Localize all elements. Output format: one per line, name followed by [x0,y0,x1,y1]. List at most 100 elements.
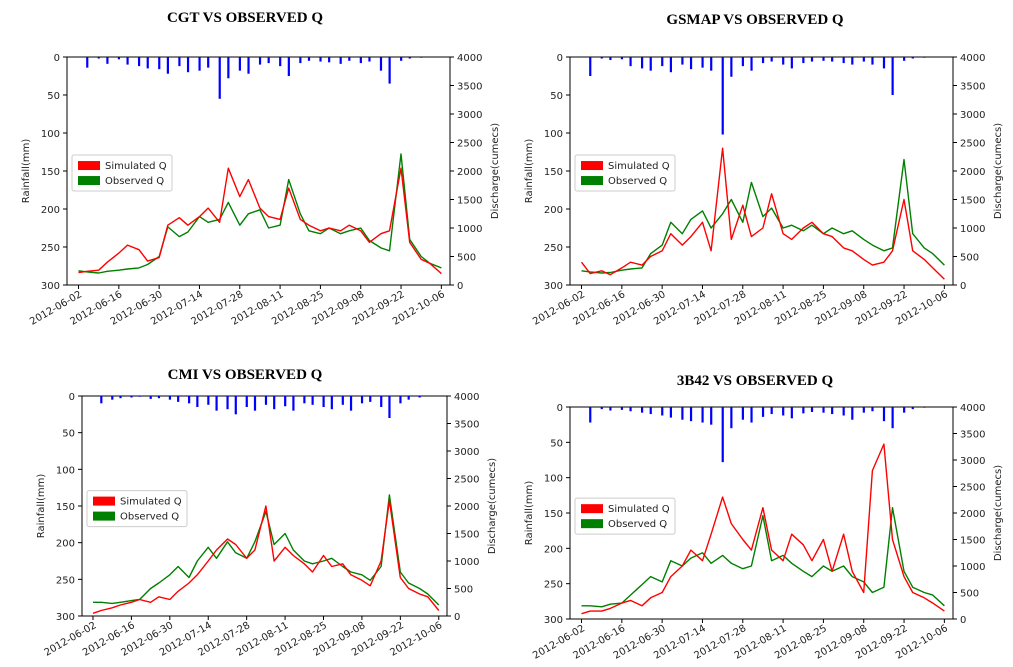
rainfall-bar [287,57,290,76]
rainfall-bar [299,57,302,64]
rainfall-bar [117,57,121,60]
chart-title: CMI VS OBSERVED Q [167,367,323,383]
rainfall-bar [168,396,172,400]
rainfall-bar [388,396,391,418]
rainfall-bar [379,57,383,71]
rainfall-bar [106,57,109,64]
rainfall-bar [86,57,89,68]
rainfall-bar [227,57,230,79]
rainfall-bar [264,396,268,405]
y-axis-label: Rainfall(mm) [21,139,32,204]
y-right-tick-label: 4000 [457,53,482,64]
rainfall-bar [157,396,161,399]
rainfall-bar [238,57,241,71]
y-right-tick-label: 500 [960,253,979,264]
rainfall-bar [360,396,364,404]
legend-swatch-observed [93,511,115,521]
rainfall-bar [303,396,306,404]
rainfall-bar [234,396,237,415]
y-right-tick-label: 1500 [454,530,479,541]
y-axis-label: Rainfall(mm) [524,481,535,546]
y-right-tick-label: 2500 [457,139,482,150]
y-axis-label: Rainfall(mm) [524,139,535,204]
legend-label-simulated: Simulated Q [105,161,167,172]
rainfall-bar [802,57,805,64]
rainfall-bar [770,57,773,62]
y-right-tick-label: 3000 [960,456,985,467]
y-left-tick-label: 150 [544,509,563,520]
rainfall-bar [911,57,914,59]
rainfall-bar [207,396,210,405]
rainfall-bar [871,407,874,412]
rainfall-bar [319,57,322,62]
rainfall-bar [831,407,834,415]
rainfall-bar [130,396,133,398]
simulated-q-line [581,443,945,615]
rainfall-bar [292,396,295,411]
rainfall-bar [741,407,744,420]
simulated-q-line [580,147,945,280]
rainfall-bar [782,57,785,65]
observed-q-line [581,158,945,274]
rainfall-bar [158,57,161,70]
rainfall-bar [178,57,181,67]
rainfall-bar [741,57,744,67]
rainfall-bar [862,57,865,62]
y-right-tick-label: 1500 [960,536,985,547]
y-left-tick-label: 50 [550,438,563,449]
rainfall-bar [831,57,834,62]
rainfall-bar [649,407,652,415]
rainfall-bar [871,57,874,65]
rainfall-bar [307,57,311,61]
rainfall-bar [258,57,262,65]
rainfall-bar [629,407,632,412]
legend-swatch-observed [581,176,603,186]
rainfall-bar [721,407,724,463]
y-left-tick-label: 100 [544,129,563,140]
rainfall-bar [810,57,814,62]
legend-label-simulated: Simulated Q [120,497,182,508]
rainfall-bar [842,407,845,416]
legend-label-simulated: Simulated Q [608,504,670,515]
rainfall-bar [609,407,612,411]
y-left-tick-label: 250 [41,243,60,254]
rainfall-bar [349,396,353,411]
simulated-q-line [78,167,442,275]
rainfall-bar [710,407,713,425]
rainfall-bar [761,407,765,417]
rainfall-bar [891,57,894,95]
legend-label-observed: Observed Q [608,519,667,530]
y-left-tick-label: 300 [56,612,75,623]
rainfall-bar [589,57,592,76]
rainfall-bar [399,396,402,404]
y-right-tick-label: 500 [457,253,476,264]
y-right-tick-label: 1000 [960,224,985,235]
rainfall-bar [669,407,672,418]
y-right-tick-label: 3000 [454,447,479,458]
y-left-tick-label: 150 [41,167,60,178]
legend-swatch-simulated [78,161,100,171]
rainfall-bar [600,407,603,410]
legend-swatch-observed [581,519,603,529]
y-right-tick-label: 1500 [960,196,985,207]
rainfall-bar [126,57,129,65]
y-right-tick-label: 2500 [960,139,985,150]
rainfall-bar [149,396,152,399]
rainfall-bar [782,407,785,416]
y-left-tick-label: 0 [54,53,60,64]
y-right-tick-label: 3500 [960,430,985,441]
rainfall-bar [380,396,383,407]
rainfall-bar [923,57,926,58]
y-left-tick-label: 250 [544,243,563,254]
y-right-tick-label: 2000 [457,167,482,178]
rainfall-bar [923,407,926,408]
rainfall-bar [721,57,724,135]
y-right-tick-label: 4000 [960,403,985,414]
y2-axis-label: Discharge(cumecs) [490,123,501,219]
y-right-tick-label: 0 [960,281,966,292]
y-left-tick-label: 100 [41,129,60,140]
y-right-tick-label: 4000 [454,392,479,403]
rainfall-bar [247,57,250,74]
y-right-tick-label: 1000 [457,224,482,235]
